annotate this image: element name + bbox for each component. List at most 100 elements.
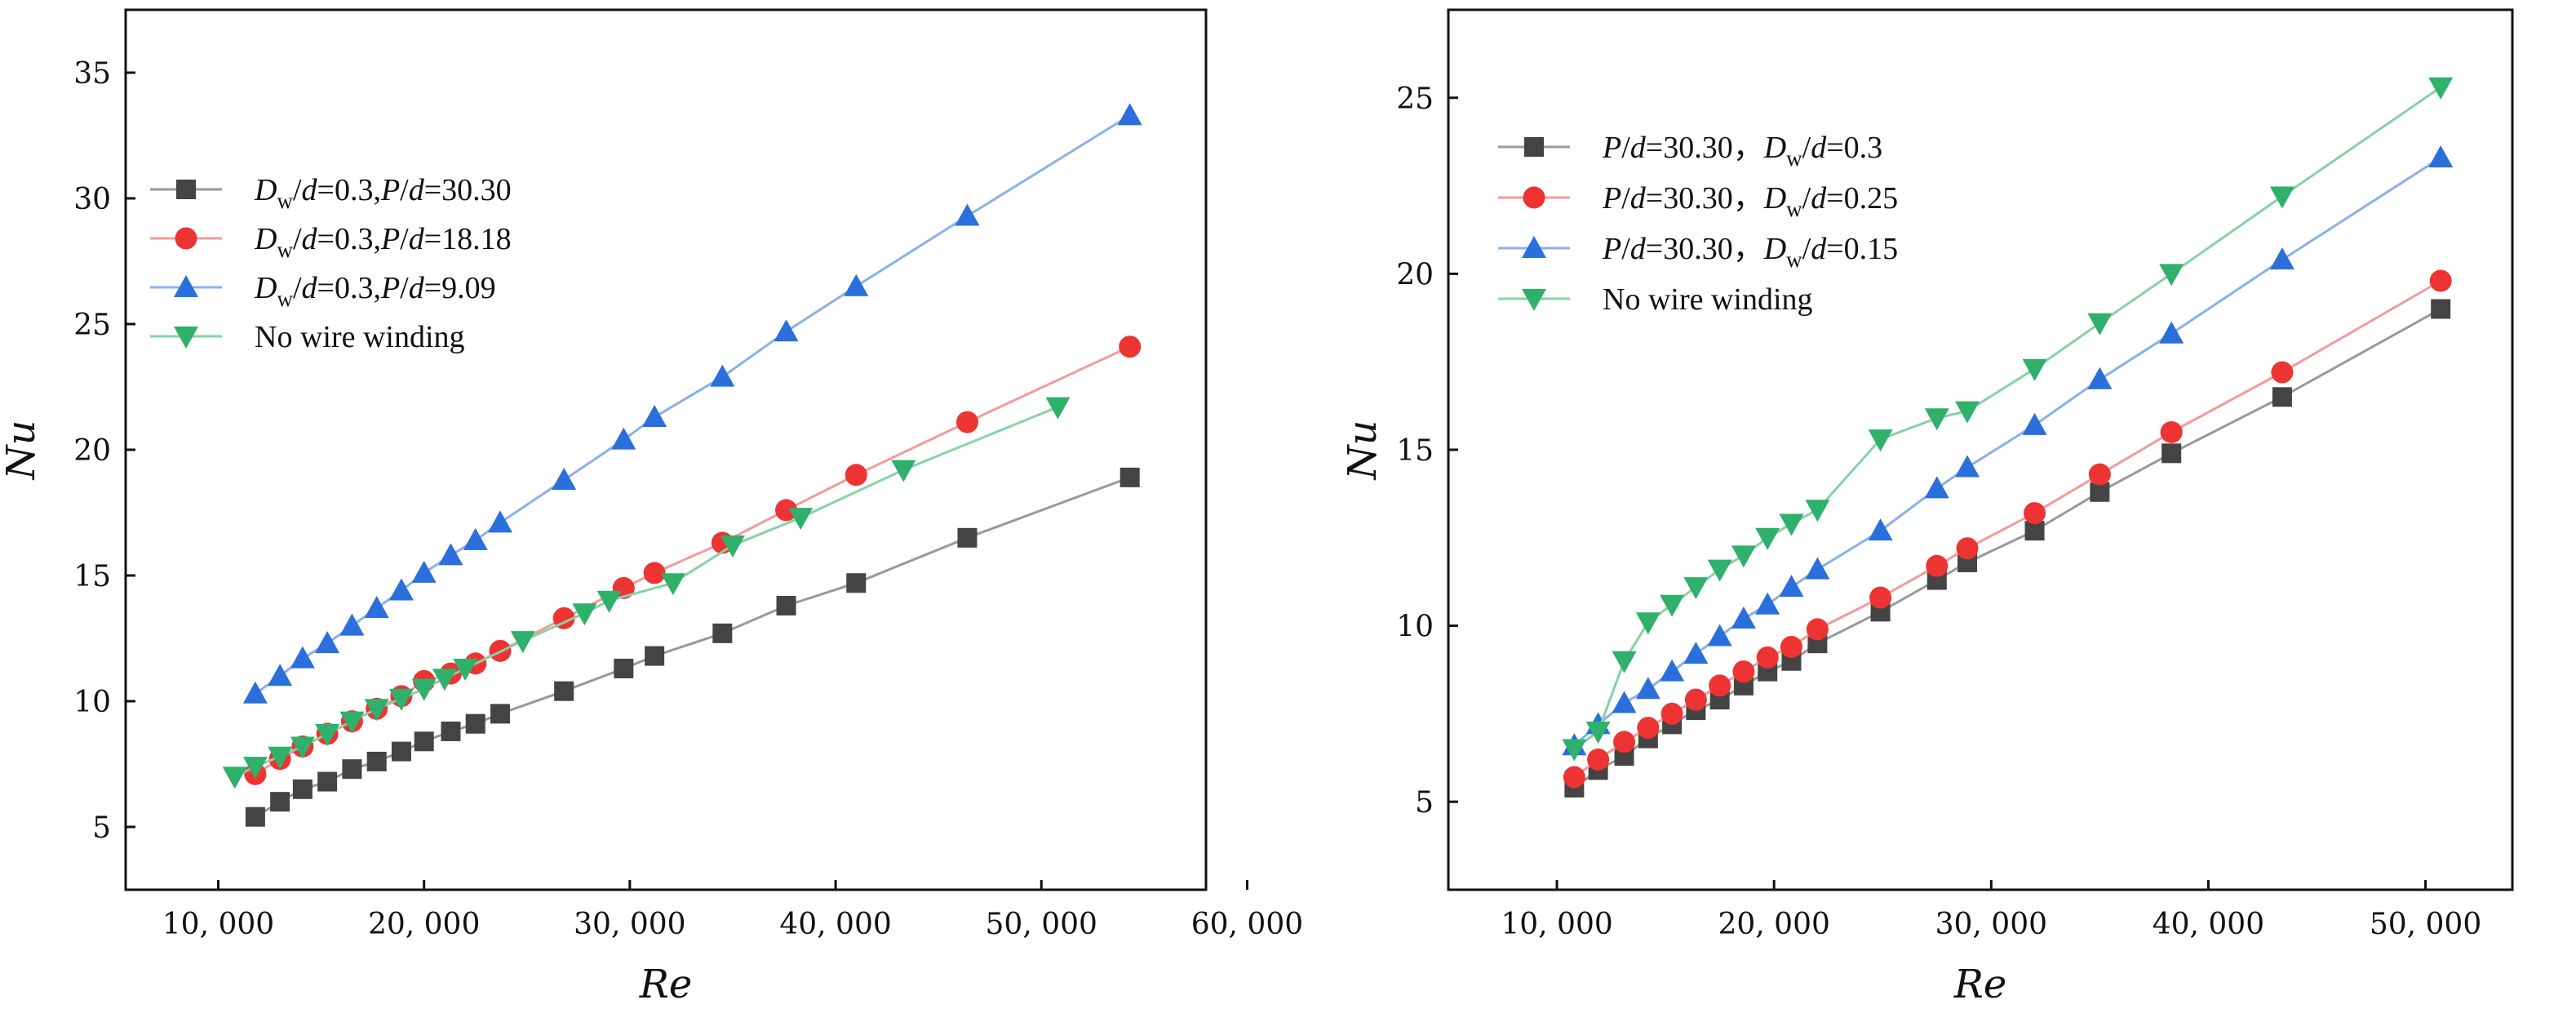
legend-label-part: d — [409, 271, 425, 305]
data-point — [1868, 518, 1893, 541]
data-point — [775, 499, 798, 522]
data-point — [490, 704, 510, 724]
data-point — [611, 427, 636, 450]
data-point — [242, 681, 268, 704]
data-point — [596, 590, 622, 613]
legend: P/d=30.30，Dw/d=0.3P/d=30.30，Dw/d=0.25P/d… — [1498, 131, 1898, 317]
data-point — [2269, 186, 2294, 209]
legend-label-part: d — [1811, 131, 1827, 165]
data-point — [1956, 537, 1979, 560]
data-point — [1684, 688, 1707, 711]
data-point — [2272, 387, 2292, 407]
legend-label-part: d — [1630, 181, 1647, 216]
x-tick-label: 40, 000 — [2153, 908, 2264, 941]
data-point — [2271, 361, 2294, 384]
x-axis-label: Re — [639, 962, 693, 1007]
data-point — [315, 724, 340, 747]
data-point — [846, 573, 867, 593]
data-point — [391, 741, 411, 762]
y-tick-label: 5 — [92, 811, 111, 845]
data-point — [290, 736, 315, 759]
data-point — [1635, 677, 1660, 700]
data-point — [1756, 646, 1779, 669]
y-tick-label: 10 — [1396, 611, 1434, 644]
data-point — [2428, 145, 2454, 168]
legend-label-part: No wire winding — [255, 320, 465, 354]
legend-label-part: / — [293, 222, 302, 256]
data-point — [788, 508, 814, 531]
x-axis-label: Re — [1953, 962, 2007, 1007]
legend-label-part: / — [1621, 131, 1630, 165]
data-point — [432, 669, 457, 691]
data-point — [712, 623, 733, 643]
data-point — [1119, 335, 1142, 358]
data-point — [292, 779, 313, 799]
data-point — [2087, 313, 2113, 335]
legend-label-part: =30.30 — [424, 173, 512, 207]
data-point — [317, 771, 338, 792]
x-tick-label: 20, 000 — [368, 908, 480, 941]
legend-marker — [1522, 236, 1546, 258]
y-tick-label: 25 — [73, 309, 111, 342]
legend-label-part: / — [400, 222, 409, 256]
legend-label-part: d — [302, 222, 318, 256]
legend-label-part: / — [293, 271, 302, 305]
data-point — [1779, 513, 1804, 536]
data-point — [1637, 717, 1660, 740]
legend-label: Dw/d=0.3,P/d=30.30 — [254, 173, 512, 213]
data-point — [1562, 739, 1587, 762]
x-tick-label: 60, 000 — [1191, 908, 1303, 941]
chart-left: 10, 000 20, 000 30, 000 40, 000 50, 000 60, 0… — [0, 8, 1303, 1007]
legend-label-part: / — [1621, 232, 1630, 266]
legend-label-part: / — [1802, 232, 1811, 266]
legend-label: P/d=30.30，Dw/d=0.15 — [1602, 232, 1898, 272]
data-point — [1755, 592, 1780, 615]
data-point — [1731, 545, 1756, 568]
data-point — [2160, 420, 2183, 443]
data-point — [1780, 635, 1802, 658]
data-point — [315, 631, 340, 654]
legend-entry: Dw/d=0.3,P/d=18.18 — [150, 222, 512, 262]
legend-label-part: =30.30， — [1646, 131, 1764, 165]
data-point — [774, 319, 799, 342]
data-point — [1660, 594, 1685, 617]
series-4 — [222, 397, 1071, 789]
legend-label: P/d=30.30，Dw/d=0.25 — [1602, 181, 1898, 221]
legend-label-part: =0.25 — [1826, 181, 1898, 216]
data-point — [2090, 482, 2110, 502]
legend-label-part: =0.15 — [1826, 232, 1898, 266]
data-point — [1707, 559, 1732, 582]
data-point — [2161, 443, 2182, 464]
legend-label-part: P — [1602, 181, 1621, 216]
x-tick-label: 50, 000 — [2370, 908, 2481, 941]
data-point — [2159, 321, 2184, 344]
data-point — [957, 527, 978, 548]
data-point — [268, 746, 293, 769]
legend-label-part: No wire winding — [1603, 282, 1813, 317]
data-point — [1732, 660, 1755, 683]
data-point — [552, 467, 577, 490]
legend-label: No wire winding — [1603, 282, 1813, 317]
legend-entry: P/d=30.30，Dw/d=0.25 — [1498, 181, 1898, 221]
data-point — [2024, 521, 2045, 541]
data-point — [1635, 612, 1660, 635]
legend-label-part: / — [400, 271, 409, 305]
legend-label-part: D — [254, 222, 277, 256]
data-point — [1045, 397, 1071, 420]
data-point — [643, 562, 666, 584]
data-point — [411, 560, 437, 583]
y-tick-label: 5 — [1415, 786, 1434, 820]
legend-marker — [1524, 137, 1544, 157]
legend-marker — [1523, 186, 1545, 209]
data-point — [1924, 476, 1949, 499]
data-point — [710, 364, 735, 387]
legend-label-part: =0.3, — [317, 173, 381, 207]
legend-label-part: d — [409, 173, 425, 207]
y-tick-label: 10 — [73, 686, 111, 719]
legend-label-part: =30.30， — [1646, 232, 1764, 266]
data-point — [1707, 624, 1732, 647]
data-point — [1613, 731, 1636, 753]
data-point — [1868, 429, 1893, 452]
legend-label-part: w — [277, 189, 293, 213]
data-point — [2159, 264, 2184, 287]
